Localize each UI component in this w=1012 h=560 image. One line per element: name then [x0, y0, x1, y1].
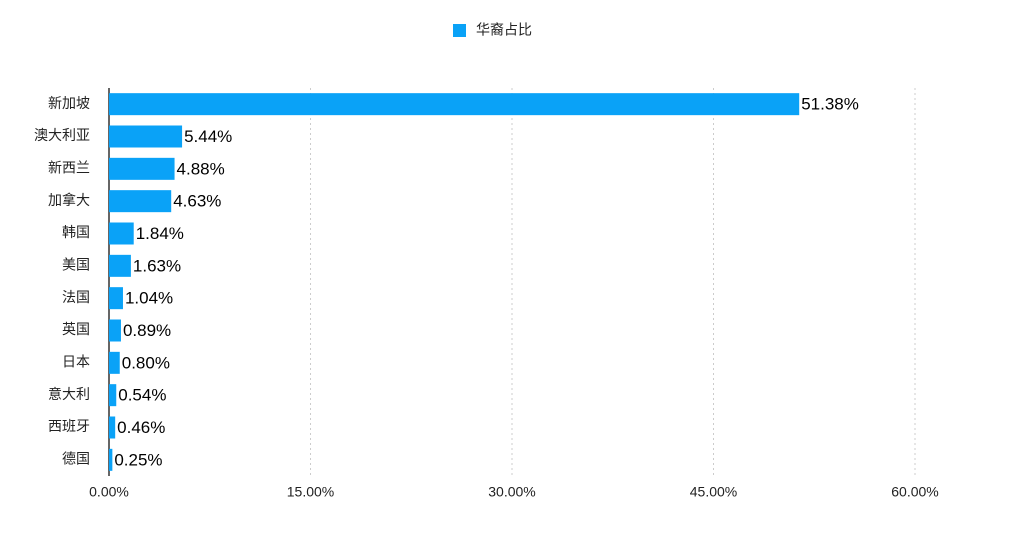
y-tick-label: 西班牙 — [48, 418, 90, 434]
bar — [109, 125, 183, 148]
bar — [109, 287, 123, 310]
bar — [109, 319, 121, 342]
bar — [109, 384, 117, 407]
y-tick-label: 意大利 — [48, 386, 90, 402]
y-tick-label: 韩国 — [62, 224, 90, 240]
value-label: 1.63% — [133, 256, 181, 275]
value-label: 5.44% — [184, 127, 232, 146]
bar — [109, 254, 131, 277]
value-label: 1.04% — [125, 289, 173, 308]
x-tick-label: 45.00% — [690, 484, 737, 500]
y-tick-label: 法国 — [62, 289, 90, 305]
value-label: 0.46% — [117, 418, 165, 437]
bar — [109, 448, 113, 471]
bar — [109, 157, 175, 180]
legend-label: 华裔占比 — [476, 22, 532, 38]
bar — [109, 351, 120, 374]
value-label: 4.88% — [177, 159, 225, 178]
value-label: 4.63% — [173, 192, 221, 211]
legend-swatch — [453, 24, 466, 37]
bar — [109, 190, 172, 213]
value-label: 0.54% — [118, 386, 166, 405]
bar — [109, 93, 800, 116]
y-tick-label: 新西兰 — [48, 160, 90, 176]
y-tick-label: 加拿大 — [48, 192, 90, 208]
value-label: 0.80% — [122, 353, 170, 372]
value-label: 1.84% — [136, 224, 184, 243]
x-tick-label: 30.00% — [488, 484, 535, 500]
x-tick-label: 60.00% — [891, 484, 938, 500]
x-tick-label: 15.00% — [287, 484, 334, 500]
value-label: 0.89% — [123, 321, 171, 340]
y-tick-label: 日本 — [62, 354, 90, 370]
y-tick-label: 英国 — [62, 321, 90, 337]
x-tick-label: 0.00% — [89, 484, 129, 500]
value-label: 0.25% — [114, 450, 162, 469]
bar — [109, 222, 134, 245]
y-tick-label: 新加坡 — [48, 95, 90, 111]
bar — [109, 416, 116, 439]
y-tick-label: 澳大利亚 — [34, 127, 90, 143]
y-tick-label: 德国 — [62, 451, 90, 467]
value-label: 51.38% — [801, 95, 859, 114]
y-tick-label: 美国 — [62, 257, 90, 273]
